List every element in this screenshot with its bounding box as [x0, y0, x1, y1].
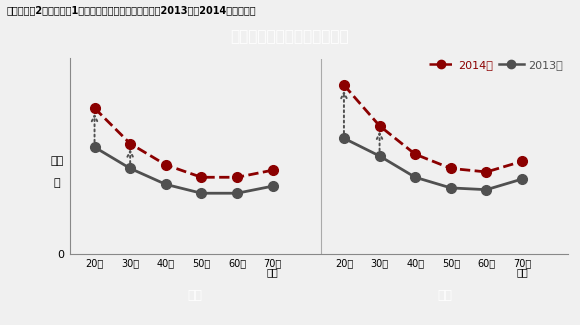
Text: 男性: 男性 [188, 289, 202, 302]
Text: 数: 数 [54, 177, 60, 188]
Text: 検索: 検索 [50, 156, 64, 166]
Text: 女性: 女性 [437, 289, 452, 302]
Legend: 2014年, 2013年: 2014年, 2013年 [429, 60, 563, 70]
Text: 【調査結果2】ユーザー1人あたりのスマホ平均検索数（2013年と2014年の比較）: 【調査結果2】ユーザー1人あたりのスマホ平均検索数（2013年と2014年の比較… [7, 5, 256, 15]
Text: 若年層の検索数が大きく伸長: 若年層の検索数が大きく伸長 [231, 29, 349, 44]
